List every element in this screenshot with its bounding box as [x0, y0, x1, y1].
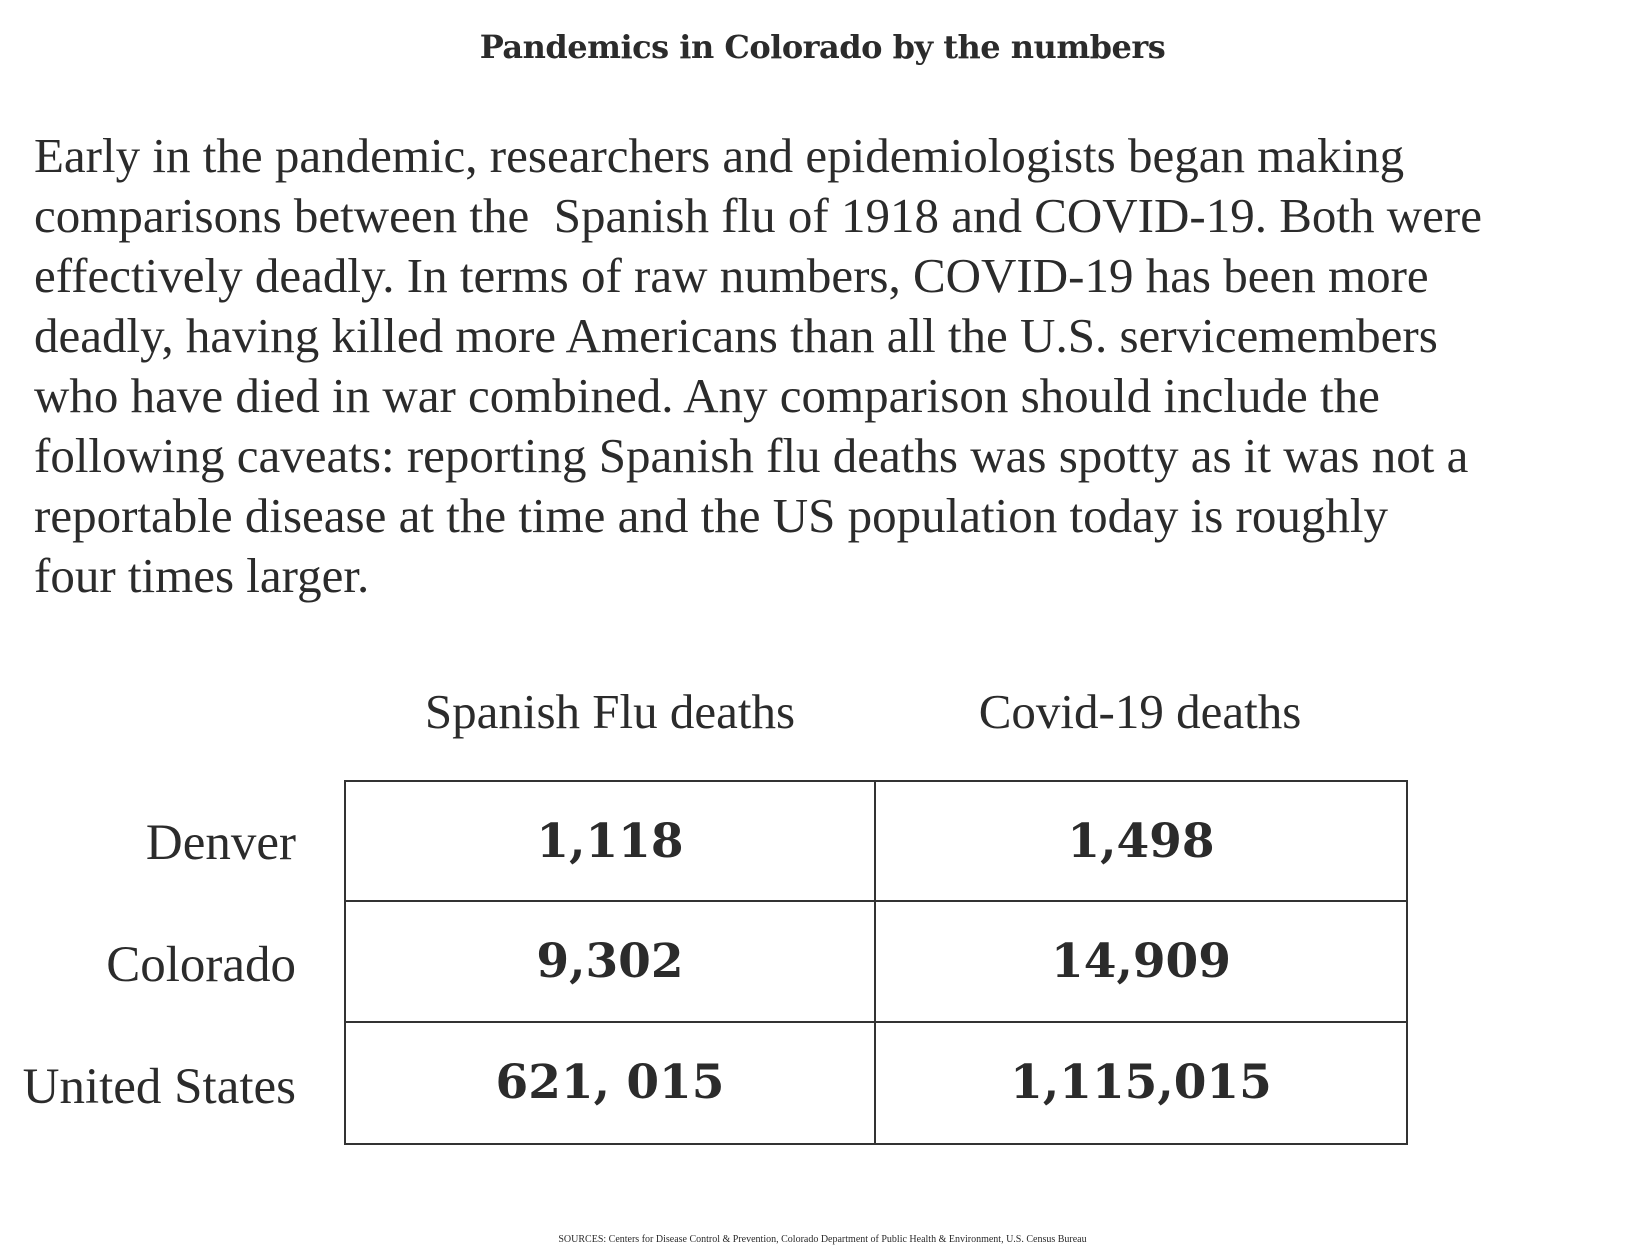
intro-line: effectively deadly. In terms of raw numb… — [34, 248, 1429, 303]
intro-line: comparisons between the Spanish flu of 1… — [34, 188, 1482, 243]
intro-line: following caveats: reporting Spanish flu… — [34, 428, 1469, 483]
table-cell-united-states-covid-19: 1,115,015 — [1010, 1055, 1272, 1111]
intro-line: deadly, having killed more Americans tha… — [34, 308, 1438, 363]
column-header-spanish-flu: Spanish Flu deaths — [424, 684, 796, 739]
intro-line: who have died in war combined. Any compa… — [34, 368, 1380, 423]
intro-line: four times larger. — [34, 548, 370, 603]
deaths-table: 1,118 1,498 9,302 14,909 621, 015 1,115,… — [344, 780, 1408, 1145]
table-cell-united-states-spanish-flu: 621, 015 — [346, 1022, 876, 1143]
intro-paragraph: Early in the pandemic, researchers and e… — [34, 126, 1482, 606]
intro-line: reportable disease at the time and the U… — [34, 488, 1388, 543]
row-label-colorado: Colorado — [106, 937, 296, 993]
table-cell-colorado-covid-19: 14,909 — [876, 902, 1406, 1023]
table-cell-denver-spanish-flu: 1,118 — [346, 782, 876, 903]
page-title: Pandemics in Colorado by the numbers — [479, 28, 1166, 66]
row-label-united-states: United States — [22, 1059, 296, 1115]
intro-line: Early in the pandemic, researchers and e… — [34, 128, 1405, 183]
row-label-denver: Denver — [145, 815, 296, 871]
sources-note: SOURCES: Centers for Disease Control & P… — [558, 1234, 1087, 1245]
column-header-covid-19: Covid-19 deaths — [978, 684, 1302, 739]
table-cell-denver-covid-19: 1,498 — [876, 782, 1406, 903]
table-cell-colorado-spanish-flu: 9,302 — [346, 902, 876, 1023]
